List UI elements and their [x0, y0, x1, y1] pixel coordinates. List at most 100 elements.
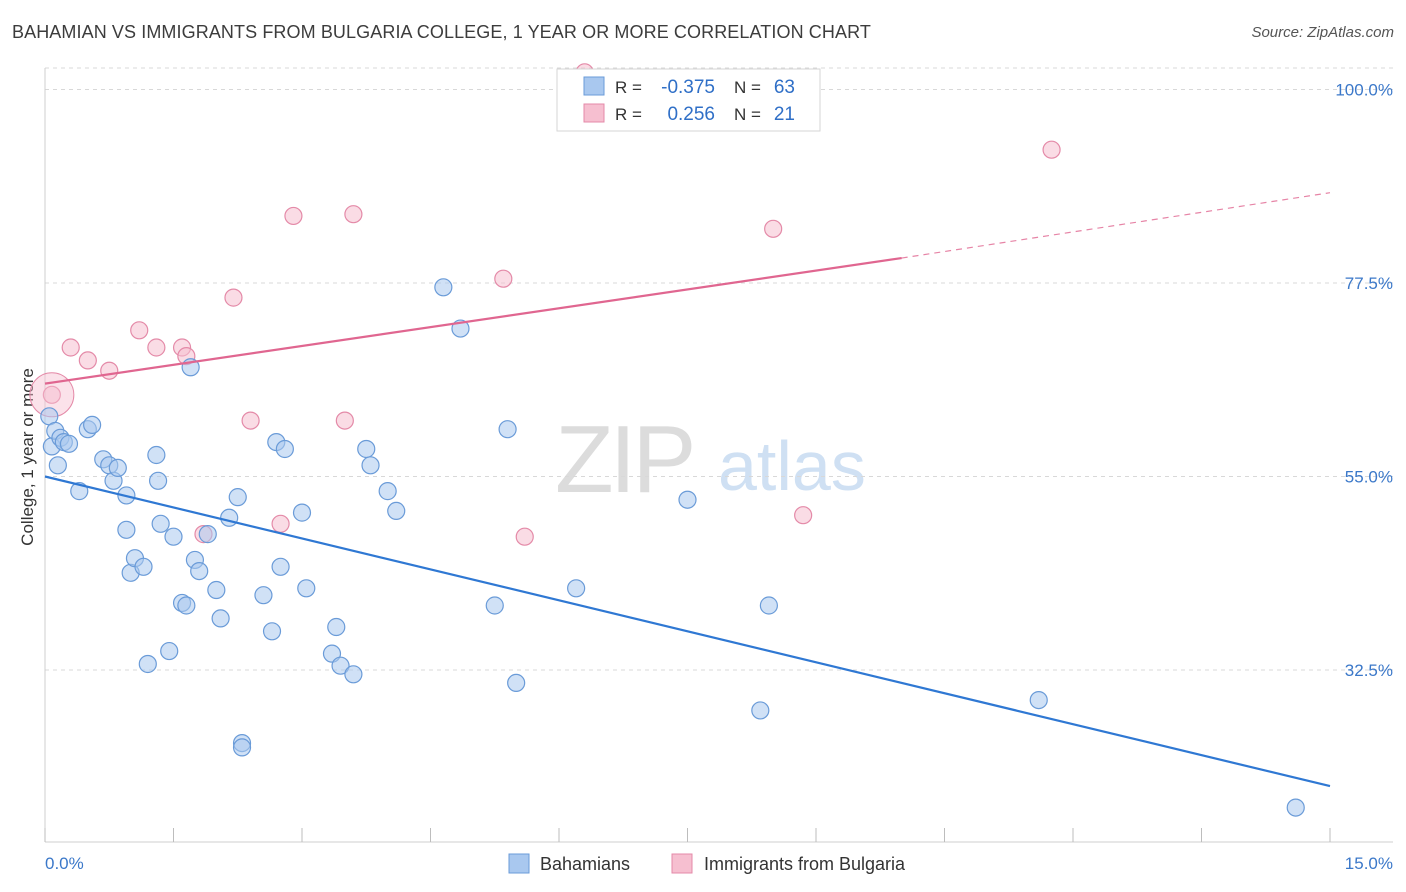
bahamian-point	[108, 458, 127, 477]
pink-series	[29, 63, 1061, 546]
bulgaria-point	[100, 361, 119, 380]
bahamian-point	[357, 439, 376, 459]
chart-title: BAHAMIAN VS IMMIGRANTS FROM BULGARIA COL…	[12, 22, 871, 42]
legend-label-bulgaria: Immigrants from Bulgaria	[704, 854, 906, 874]
bahamian-point	[148, 471, 168, 490]
bahamian-point	[198, 525, 217, 544]
blue-series	[40, 278, 1305, 817]
bulgaria-point	[1042, 140, 1061, 159]
grid	[45, 67, 1393, 671]
bahamian-point	[297, 579, 316, 598]
y-tick-label: 77.5%	[1345, 274, 1393, 293]
x-ticks	[44, 828, 1331, 842]
bahamian-point	[751, 701, 770, 720]
bahamian-point	[207, 580, 226, 600]
legend-swatch-bahamians	[508, 853, 530, 874]
bahamian-point	[1286, 798, 1305, 817]
watermark-atlas: atlas	[718, 427, 866, 505]
x-tick-label-min: 0.0%	[45, 854, 84, 873]
stats-r-label-2: R =	[615, 105, 642, 124]
bulgaria-point	[794, 506, 813, 525]
x-tick-label-max: 15.0%	[1345, 854, 1393, 873]
bahamian-point	[331, 656, 350, 675]
bahamian-point	[262, 622, 282, 641]
bahamian-point	[117, 520, 136, 539]
y-tick-label: 55.0%	[1345, 468, 1393, 487]
bulgaria-point	[515, 527, 534, 546]
bulgaria-point	[42, 385, 61, 404]
bottom-legend: Bahamians Immigrants from Bulgaria	[508, 853, 906, 874]
bahamian-point	[59, 434, 79, 453]
bahamian-point	[378, 482, 397, 501]
y-tick-labels: 32.5% 55.0% 77.5% 100.0%	[1335, 81, 1393, 681]
bahamian-point	[507, 673, 526, 693]
bahamian-point	[387, 501, 406, 520]
bulgaria-point	[344, 205, 363, 224]
bulgaria-point	[61, 338, 80, 357]
stats-legend-blue-swatch	[583, 76, 605, 96]
bahamian-point	[83, 415, 102, 434]
bulgaria-point	[335, 411, 354, 430]
bulgaria-point	[764, 219, 783, 238]
bahamian-point	[271, 557, 290, 576]
bulgaria-point	[224, 288, 243, 307]
bahamian-point	[254, 586, 273, 605]
watermark-zip: ZIP	[555, 406, 692, 513]
legend-label-bahamians: Bahamians	[540, 854, 630, 874]
bahamian-point	[134, 557, 153, 576]
bahamian-point	[190, 561, 209, 581]
axes	[44, 68, 1393, 843]
bahamian-point	[211, 609, 230, 628]
y-tick-label: 32.5%	[1345, 661, 1393, 680]
bahamian-point	[498, 420, 517, 439]
bahamian-point	[567, 579, 586, 598]
stats-n-label-1: N =	[734, 78, 761, 97]
stats-r-value-1: -0.375	[661, 77, 715, 98]
bahamian-point	[177, 596, 196, 615]
trend-lines	[44, 192, 1331, 788]
bahamian-point	[164, 527, 183, 546]
bahamian-point	[138, 654, 157, 674]
bahamian-point	[220, 508, 239, 527]
bahamian-point	[160, 641, 179, 661]
bulgaria-point	[130, 321, 149, 340]
stats-n-value-2: 21	[774, 104, 795, 125]
bahamian-point	[232, 738, 252, 757]
bahamian-point	[228, 488, 247, 507]
bulgaria-trend-extension	[901, 192, 1331, 259]
bulgaria-point	[284, 206, 303, 226]
bahamian-point	[485, 596, 504, 615]
bahamian-point	[48, 456, 67, 475]
bahamian-point	[147, 445, 166, 465]
bahamian-point	[1029, 690, 1048, 710]
bahamian-point	[434, 278, 453, 297]
bulgaria-trend-line	[44, 256, 902, 385]
bahamian-point	[151, 514, 170, 533]
stats-r-label-1: R =	[615, 78, 642, 97]
bulgaria-point	[78, 351, 97, 370]
y-axis-label: College, 1 year or more	[18, 368, 37, 546]
bahamian-point	[759, 596, 778, 615]
bulgaria-point	[494, 269, 513, 288]
bulgaria-point	[271, 514, 290, 533]
stats-r-value-2: 0.256	[667, 104, 715, 125]
stats-legend-pink-swatch	[583, 103, 605, 123]
bahamian-point	[275, 439, 294, 459]
bulgaria-point	[147, 338, 166, 357]
bahamian-trend-line	[44, 475, 1331, 788]
stats-legend: R = -0.375 N = 63 R = 0.256 N = 21	[556, 68, 821, 132]
x-tick-labels: 0.0% 15.0%	[45, 854, 1393, 873]
stats-n-value-1: 63	[774, 77, 795, 98]
bahamian-point	[678, 490, 697, 509]
bahamian-point	[361, 456, 380, 475]
bahamian-point	[327, 617, 346, 637]
bahamian-point	[292, 503, 312, 522]
stats-n-label-2: N =	[734, 105, 761, 124]
bahamian-point	[344, 665, 363, 684]
y-tick-label: 100.0%	[1335, 81, 1393, 100]
watermark: ZIP atlas	[555, 406, 866, 513]
bulgaria-point	[241, 411, 260, 430]
legend-swatch-bulgaria	[671, 853, 693, 874]
source-credit: Source: ZipAtlas.com	[1251, 24, 1394, 41]
